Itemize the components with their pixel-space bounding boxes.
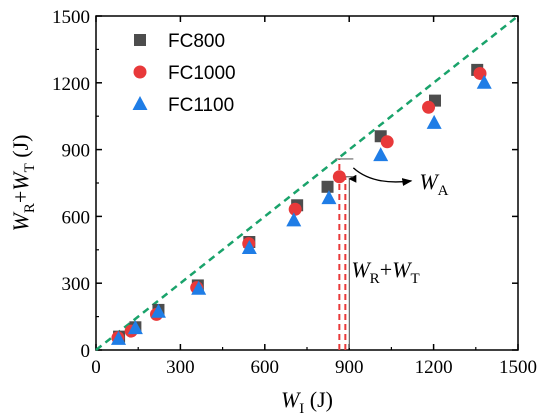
- legend-label-fc1000: FC1000: [168, 63, 236, 84]
- point-fc1100: [321, 190, 337, 205]
- y-tick-label: 0: [81, 341, 91, 362]
- y-axis-title: WR+WT (J): [8, 135, 38, 232]
- point-fc1100: [286, 212, 302, 227]
- x-tick-label: 1500: [499, 357, 537, 378]
- wa-arrow: [352, 167, 413, 186]
- wa-label: WA: [419, 169, 448, 199]
- y-tick-label: 900: [62, 141, 91, 162]
- reference-line: [95, 15, 519, 351]
- x-tick-label: 300: [166, 357, 195, 378]
- y-tick-label: 300: [62, 274, 91, 295]
- legend-marker-fc800: [134, 34, 146, 46]
- point-fc1100: [476, 74, 492, 89]
- point-fc800: [321, 180, 334, 193]
- wrwt-label: WR+WT: [351, 257, 419, 287]
- point-fc1100: [111, 330, 127, 345]
- x-tick-label: 900: [335, 357, 364, 378]
- legend-label-fc1100: FC1100: [168, 95, 234, 116]
- y-tick-label: 1200: [52, 74, 90, 95]
- x-tick-label: 1200: [415, 357, 453, 378]
- point-fc1100: [127, 320, 143, 335]
- point-fc1100: [373, 147, 389, 162]
- point-fc1100: [191, 280, 207, 295]
- legend-marker-fc1000: [133, 65, 147, 79]
- point-fc1100: [426, 114, 442, 129]
- point-fc1100: [150, 303, 166, 318]
- point-fc1000: [380, 135, 394, 149]
- y-tick-label: 1500: [52, 7, 90, 28]
- point-fc1000: [422, 100, 436, 114]
- legend-marker-fc1100: [132, 96, 148, 110]
- legend-label-fc800: FC800: [168, 31, 225, 52]
- y-tick-label: 600: [62, 207, 91, 228]
- point-fc1000: [332, 170, 346, 184]
- x-tick-label: 0: [91, 357, 101, 378]
- x-tick-label: 600: [251, 357, 280, 378]
- x-axis-title: WI (J): [281, 387, 333, 417]
- point-fc1000: [288, 202, 302, 216]
- point-fc1100: [241, 240, 257, 255]
